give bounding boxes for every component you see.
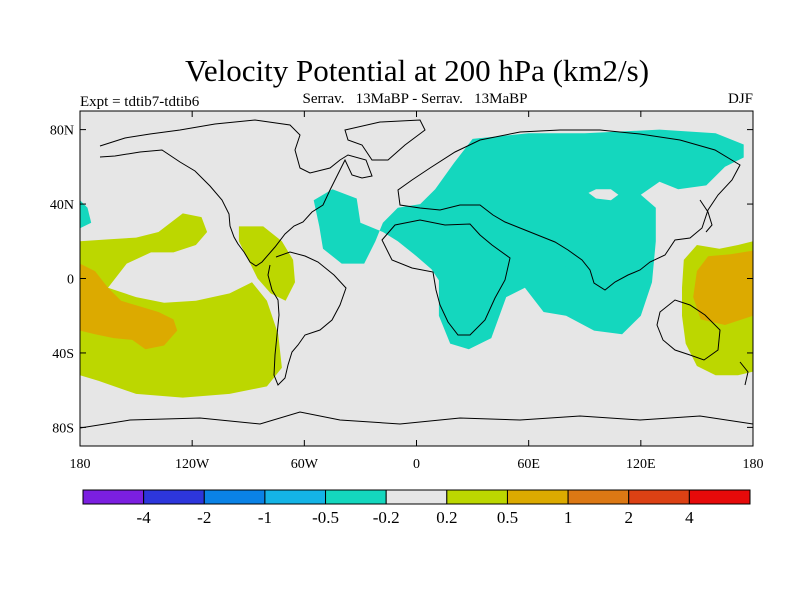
y-tick-label-0: 80N bbox=[50, 124, 74, 139]
colorbar-box-1 bbox=[143, 489, 205, 505]
season-subtitle: DJF bbox=[728, 91, 753, 107]
colorbar-label-5: 0.2 bbox=[436, 508, 457, 527]
y-tick-label-2: 0 bbox=[67, 273, 74, 288]
positive-region-pacific bbox=[80, 213, 282, 398]
coastline-japan bbox=[699, 199, 713, 233]
x-tick-label-3: 0 bbox=[413, 457, 420, 472]
colorbar-box-7 bbox=[506, 489, 569, 505]
x-tick-label-6: 180 bbox=[743, 457, 764, 472]
y-tick-label-1: 40N bbox=[50, 198, 74, 213]
colorbar-box-5 bbox=[385, 489, 448, 505]
coastline-antarctica bbox=[80, 411, 753, 429]
contour-regions bbox=[80, 129, 753, 398]
x-tick-label-2: 60W bbox=[291, 457, 319, 472]
experiment-subtitle: Expt = tdtib7-tdtib6 bbox=[80, 94, 200, 110]
colorbar-label-6: 0.5 bbox=[497, 508, 518, 527]
neutral-region-east-pacific bbox=[179, 254, 194, 260]
colorbar-box-6 bbox=[446, 489, 508, 505]
coastline-australia bbox=[656, 299, 721, 361]
colorbar-box-4 bbox=[325, 489, 387, 505]
chart-title: Velocity Potential at 200 hPa (km2/s) bbox=[185, 53, 649, 88]
y-axis: 80N 40N 0 40S 80S bbox=[50, 124, 753, 436]
y-tick-label-4: 80S bbox=[52, 421, 74, 436]
colorbar-label-7: 1 bbox=[564, 508, 573, 527]
neutral-region-siberia bbox=[588, 189, 619, 201]
colorbar-label-3: -0.5 bbox=[312, 508, 339, 527]
positive-region-pacific-core bbox=[80, 263, 178, 350]
colorbar-box-0 bbox=[82, 489, 145, 505]
coastline-greenland bbox=[344, 119, 426, 161]
positive-region-central-america bbox=[238, 226, 295, 301]
negative-region-eurasia bbox=[313, 129, 744, 350]
period-subtitle: Serrav. 13MaBP - Serrav. 13MaBP bbox=[303, 91, 528, 107]
x-tick-label-0: 180 bbox=[70, 457, 91, 472]
negative-region-indochina bbox=[554, 232, 608, 275]
coastline-eurasia bbox=[397, 129, 741, 291]
colorbar-box-9 bbox=[628, 489, 690, 505]
x-tick-label-4: 60E bbox=[517, 457, 540, 472]
colorbar-label-2: -1 bbox=[258, 508, 272, 527]
y-tick-label-3: 40S bbox=[52, 347, 74, 362]
colorbar-label-1: -2 bbox=[197, 508, 211, 527]
coastline-new-zealand bbox=[739, 361, 749, 386]
coastline-south-america bbox=[267, 251, 347, 386]
continent-outlines bbox=[80, 119, 753, 429]
x-axis: 180 120W 60W 0 60E 120E 180 bbox=[70, 111, 764, 472]
colorbar-label-9: 4 bbox=[685, 508, 694, 527]
negative-region-atlantic-west bbox=[80, 200, 92, 229]
colorbar-label-4: -0.2 bbox=[373, 508, 400, 527]
colorbar-box-2 bbox=[203, 489, 266, 505]
colorbar-label-0: -4 bbox=[137, 508, 152, 527]
colorbar-label-8: 2 bbox=[624, 508, 633, 527]
positive-region-west-pacific-core bbox=[693, 250, 753, 325]
colorbar-box-10 bbox=[688, 489, 751, 505]
colorbar-box-3 bbox=[264, 489, 327, 505]
coastline-north-america bbox=[99, 119, 373, 267]
colorbar-box-8 bbox=[567, 489, 630, 505]
colorbar: -4 -2 -1 -0.5 -0.2 0.2 0.5 1 2 4 bbox=[82, 489, 751, 527]
x-tick-label-1: 120W bbox=[175, 457, 210, 472]
x-tick-label-5: 120E bbox=[626, 457, 656, 472]
coastline-africa bbox=[381, 219, 511, 336]
